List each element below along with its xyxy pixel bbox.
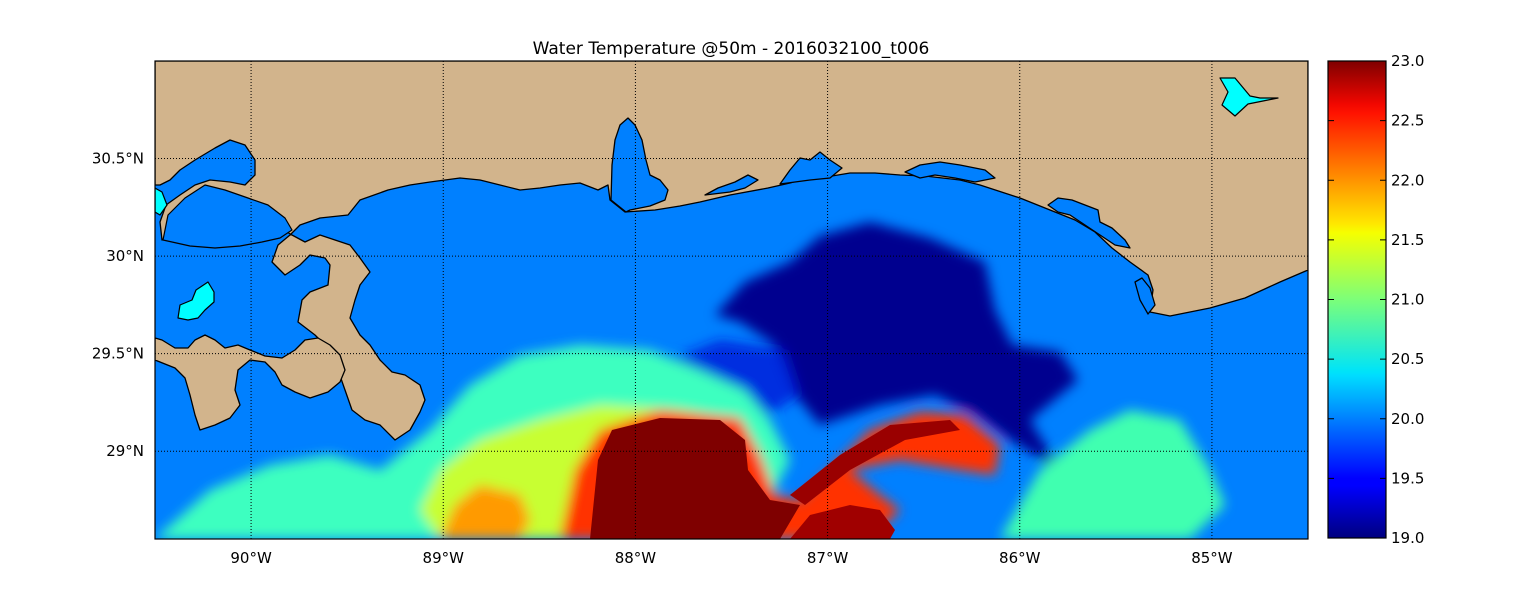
land-delta — [155, 334, 346, 431]
colorbar-tick-label: 19.0 — [1391, 529, 1424, 547]
lat-tick-label: 30°N — [106, 247, 144, 265]
map-area — [155, 61, 1308, 539]
lon-tick-label: 87°W — [807, 549, 849, 567]
lat-tick-label: 29.5°N — [92, 345, 144, 363]
lon-tick-label: 89°W — [423, 549, 465, 567]
colorbar-tick-label: 21.0 — [1391, 291, 1424, 309]
lake-maurepas — [177, 281, 215, 321]
lon-tick-label: 90°W — [230, 549, 272, 567]
lon-tick-labels: 90°W 89°W 88°W 87°W 86°W 85°W — [230, 549, 1232, 567]
lon-tick-label: 86°W — [999, 549, 1041, 567]
map-title: Water Temperature @50m - 2016032100_t006 — [533, 39, 930, 59]
colorbar-tick-label: 21.5 — [1391, 231, 1424, 249]
pensacola-bay — [779, 151, 843, 185]
colorbar-tick-label: 20.5 — [1391, 350, 1424, 368]
map-frame — [154, 60, 1309, 540]
colorbar: 19.0 19.5 20.0 20.5 21.0 21.5 22.0 22.5 23.0 — [1327, 52, 1424, 547]
colorbar-tick-label: 22.0 — [1391, 171, 1424, 189]
east-warm-band — [1000, 410, 1225, 539]
orange-patch — [440, 485, 530, 539]
lon-tick-label: 88°W — [615, 549, 657, 567]
lake-west — [155, 187, 168, 216]
bay-west — [704, 174, 759, 196]
cold-eddy — [715, 222, 1078, 470]
lat-tick-label: 30.5°N — [92, 150, 144, 168]
choctaw-bay — [904, 161, 996, 183]
hot-core — [590, 418, 800, 539]
colorbar-tick-label: 19.5 — [1391, 469, 1424, 487]
parallels — [155, 158, 1308, 452]
temperature-field — [155, 222, 1225, 539]
colorbar-gradient — [1327, 60, 1387, 539]
lon-tick-label: 85°W — [1191, 549, 1233, 567]
st-andrew-bay — [1047, 197, 1131, 249]
mobile-bay — [610, 117, 669, 213]
colorbar-tick-label: 20.0 — [1391, 410, 1424, 428]
cool-band — [670, 340, 800, 420]
hot-south — [790, 505, 895, 539]
lake-east — [1219, 77, 1279, 117]
colorbar-tick-label: 22.5 — [1391, 112, 1424, 130]
lake-pontchartrain — [162, 184, 293, 249]
lat-tick-label: 29°N — [106, 442, 144, 460]
hot-filament — [790, 420, 960, 505]
lakes — [155, 77, 1279, 321]
colorbar-tick-label: 23.0 — [1391, 52, 1424, 70]
bays — [610, 117, 1156, 315]
colorbar-ticks: 19.0 19.5 20.0 20.5 21.0 21.5 22.0 22.5 23.0 — [1328, 52, 1424, 547]
apalachicola-bay — [1134, 277, 1156, 315]
lat-tick-labels: 30.5°N 30°N 29.5°N 29°N — [92, 150, 144, 461]
